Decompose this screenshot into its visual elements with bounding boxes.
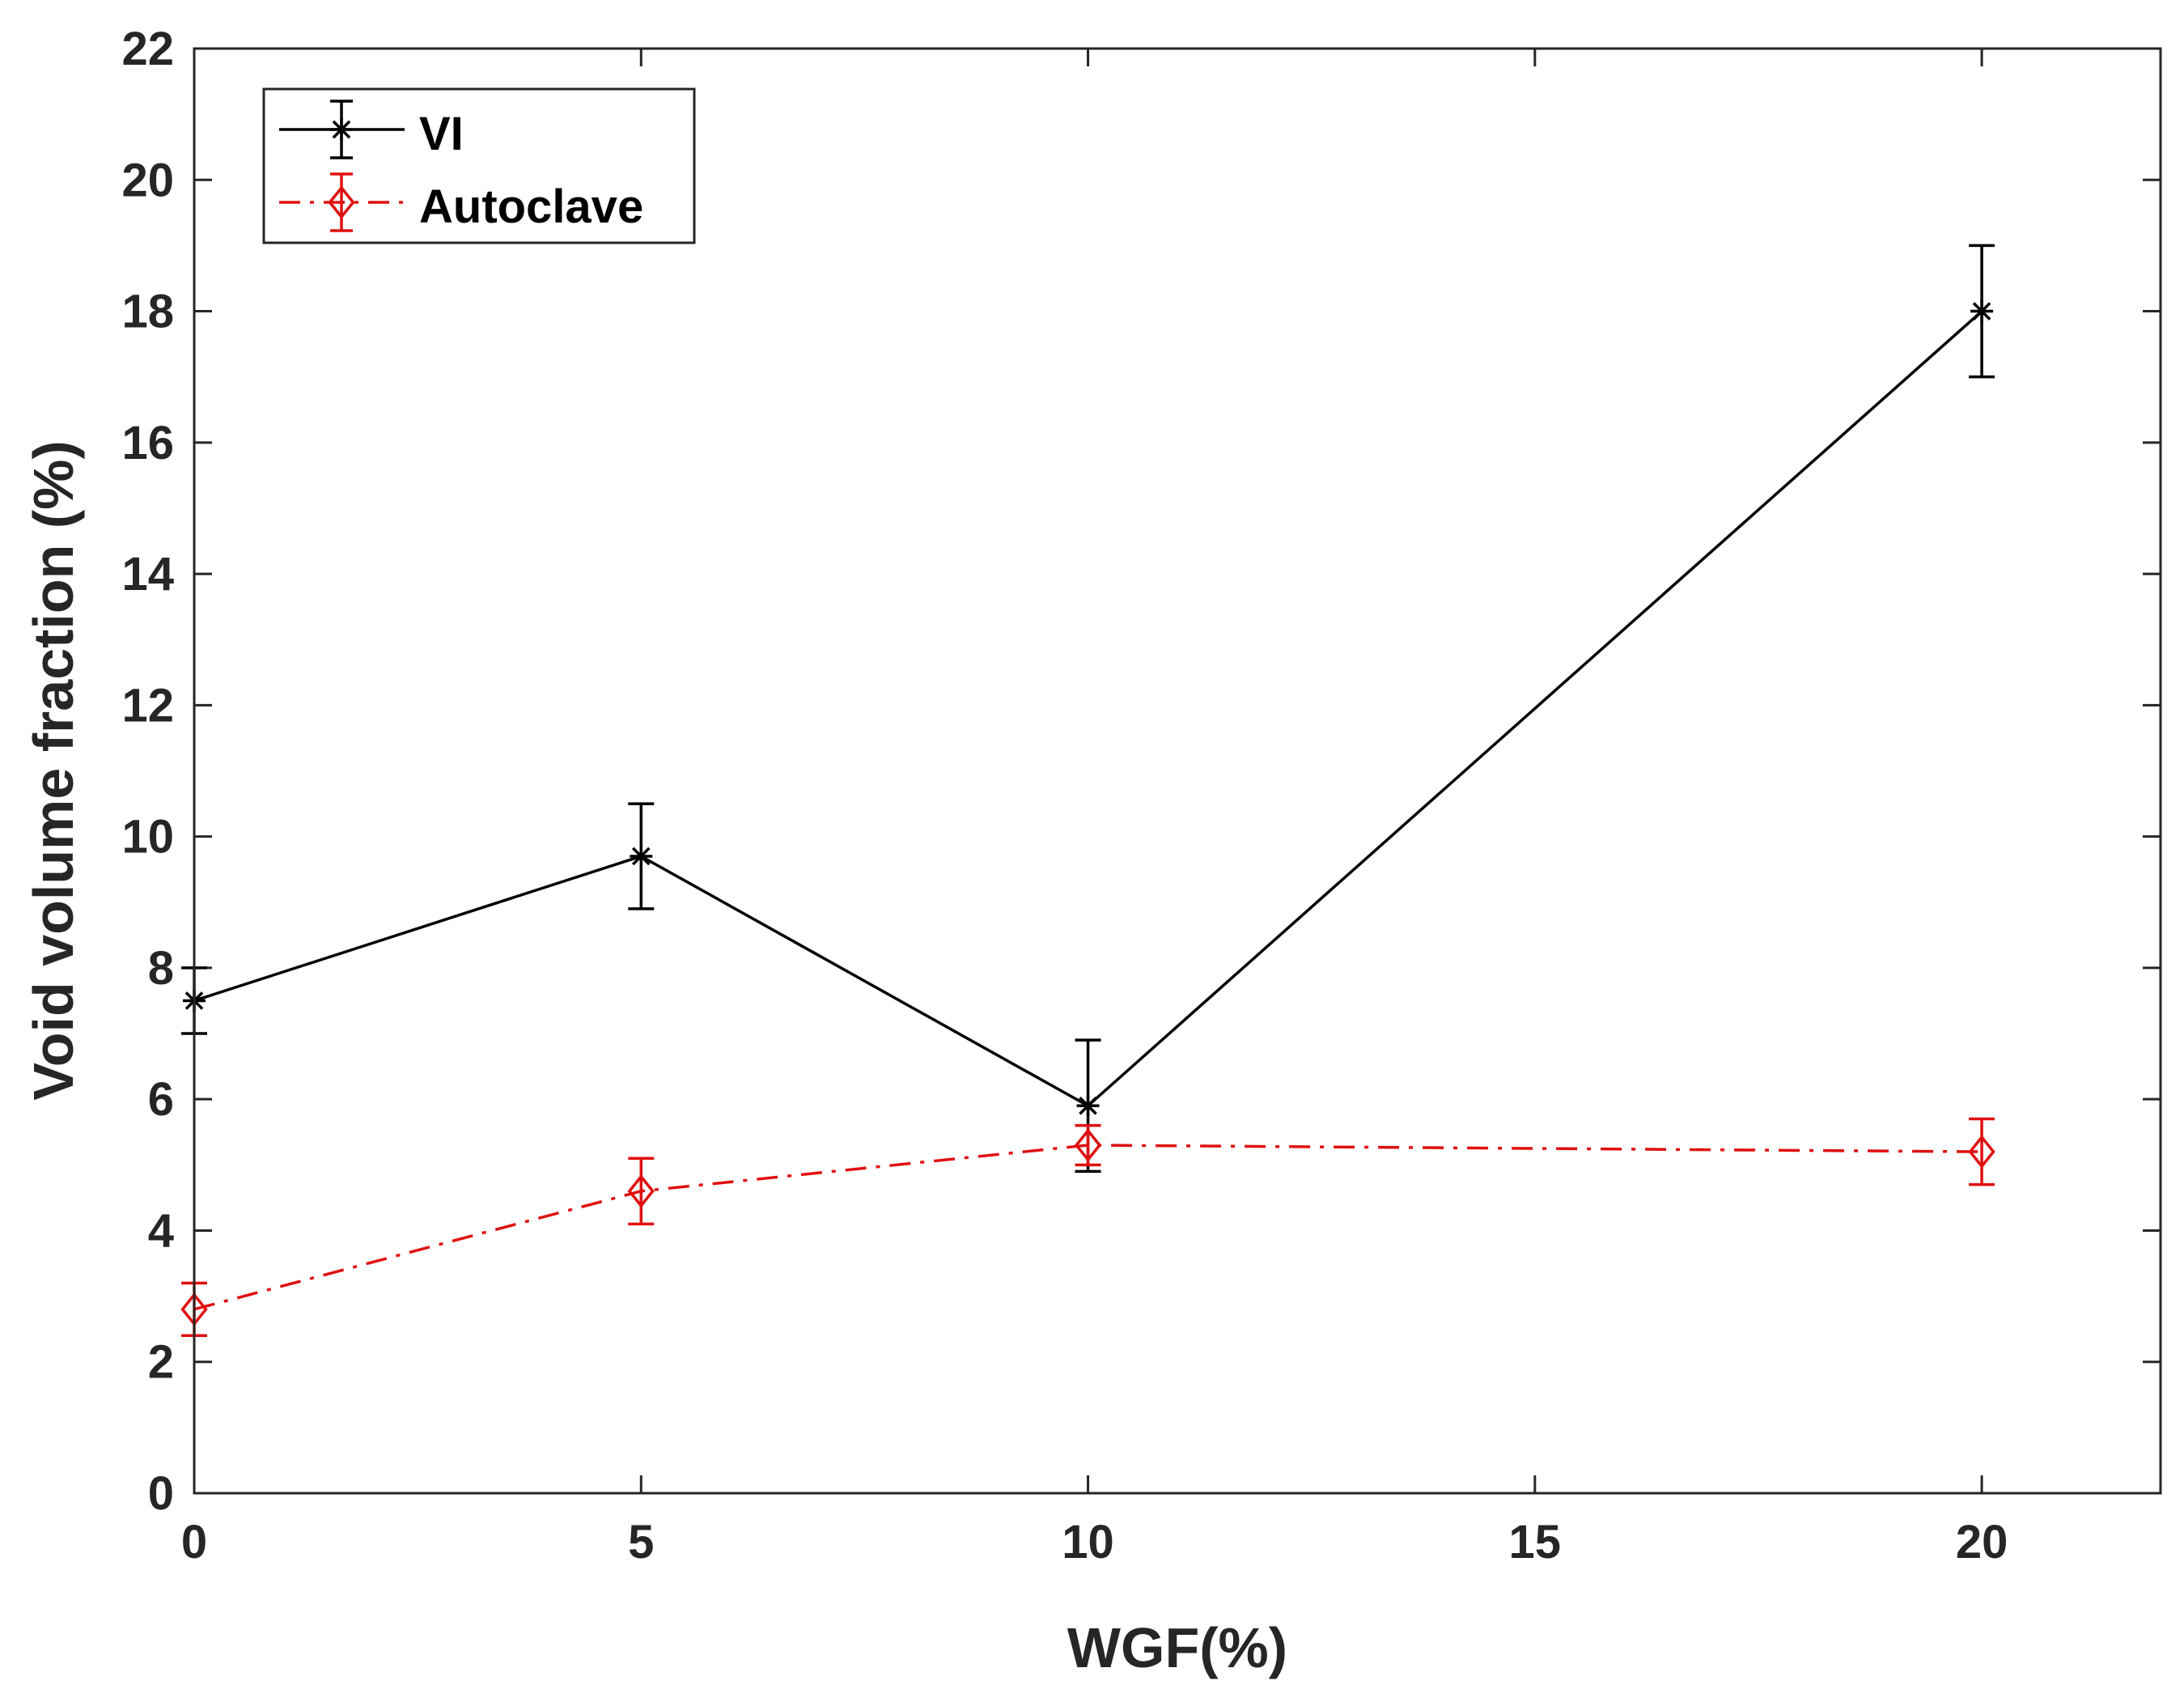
legend-marker <box>328 185 355 219</box>
y-tick-label: 12 <box>121 679 174 732</box>
legend-entry-vi <box>279 100 405 159</box>
x-axis-label: WGF(%) <box>1067 1616 1287 1679</box>
legend-marker <box>330 118 353 141</box>
x-axis-ticks: 0 5 10 15 20 <box>181 49 2008 1568</box>
x-tick-label: 10 <box>1062 1516 1114 1568</box>
data-point <box>1968 1135 1995 1169</box>
data-point <box>1076 1094 1100 1118</box>
x-tick-label: 5 <box>628 1516 654 1568</box>
data-point <box>630 844 653 868</box>
y-tick-label: 6 <box>148 1073 174 1126</box>
series-line <box>193 1144 1983 1311</box>
legend-box <box>262 87 696 244</box>
y-tick-label: 18 <box>121 286 174 338</box>
y-tick-label: 16 <box>121 417 174 469</box>
data-point <box>1970 299 1994 323</box>
error-bar <box>628 1157 655 1226</box>
legend-label-autoclave: Autoclave <box>419 180 643 233</box>
series-line <box>193 310 1983 1108</box>
y-tick-label: 22 <box>121 23 174 75</box>
y-tick-label: 4 <box>148 1204 174 1257</box>
series-layer <box>180 244 1995 1338</box>
plot-frame <box>193 47 2162 1495</box>
data-point <box>1074 1128 1102 1162</box>
x-tick-label: 0 <box>181 1516 207 1568</box>
y-tick-label: 8 <box>148 942 174 995</box>
y-tick-label: 14 <box>121 548 174 601</box>
legend-entry-autoclave <box>279 172 405 232</box>
y-tick-label: 2 <box>148 1336 174 1389</box>
y-tick-label: 0 <box>148 1467 174 1520</box>
y-axis-ticks: 0 2 4 6 8 10 12 14 16 18 20 22 <box>121 23 2161 1520</box>
x-tick-label: 15 <box>1509 1516 1562 1568</box>
legend: VI Autoclave <box>262 87 696 244</box>
series-autoclave <box>180 1117 1995 1338</box>
y-axis-label: Void volume fraction (%) <box>22 440 85 1100</box>
x-tick-label: 20 <box>1956 1516 2008 1568</box>
y-tick-label: 10 <box>121 811 174 864</box>
error-bar <box>1969 1117 1995 1186</box>
y-tick-label: 20 <box>121 154 174 206</box>
plot-area <box>194 49 2161 1493</box>
data-point <box>627 1174 655 1208</box>
legend-label-vi: VI <box>419 108 464 160</box>
